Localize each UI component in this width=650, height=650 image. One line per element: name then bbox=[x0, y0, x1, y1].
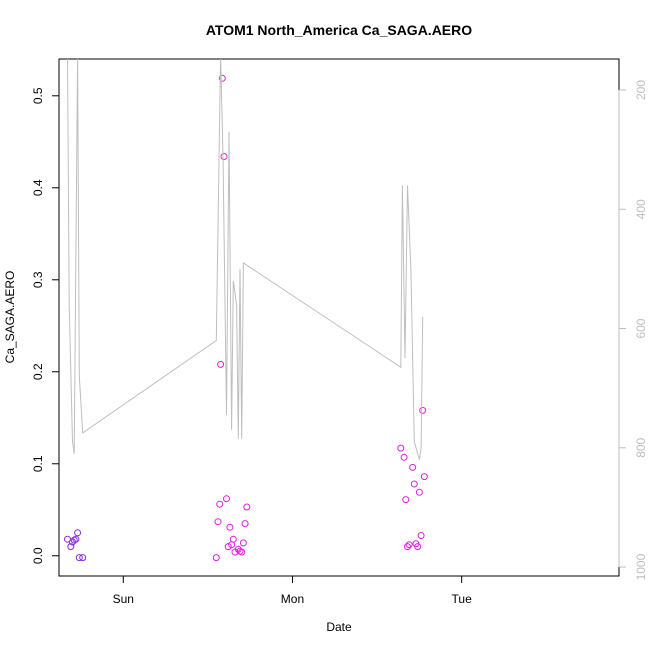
secondary-tick-label: 800 bbox=[634, 437, 648, 457]
data-point bbox=[402, 496, 410, 504]
secondary-tick-label: 1000 bbox=[634, 553, 648, 580]
data-point bbox=[238, 548, 246, 556]
data-point bbox=[417, 532, 425, 539]
data-point bbox=[67, 543, 75, 551]
chart-title: ATOM1 North_America Ca_SAGA.AERO bbox=[206, 22, 472, 38]
y-tick-label: 0.3 bbox=[31, 271, 45, 288]
data-point bbox=[229, 535, 237, 543]
y-tick-label: 0.2 bbox=[31, 363, 45, 380]
y-axis-label: Ca_SAGA.AERO bbox=[3, 271, 17, 364]
data-point bbox=[239, 539, 247, 547]
x-tick-label: Tue bbox=[452, 592, 473, 606]
data-point bbox=[241, 520, 249, 528]
data-point bbox=[72, 535, 80, 543]
data-point bbox=[75, 554, 83, 562]
data-point bbox=[404, 543, 411, 551]
y-tick-label: 0.5 bbox=[31, 87, 45, 104]
x-tick-label: Mon bbox=[281, 592, 304, 606]
data-point bbox=[212, 554, 220, 562]
data-point bbox=[415, 488, 423, 496]
data-point bbox=[74, 529, 82, 537]
data-point bbox=[79, 554, 87, 562]
x-axis: Sun Mon Tue bbox=[113, 575, 473, 606]
y-tick-label: 0.1 bbox=[31, 455, 45, 472]
data-point bbox=[420, 473, 428, 481]
data-point bbox=[224, 543, 232, 551]
data-point bbox=[216, 500, 224, 508]
data-point bbox=[414, 543, 422, 551]
plot-content bbox=[64, 59, 428, 562]
data-point bbox=[400, 453, 408, 461]
data-point bbox=[214, 518, 222, 526]
data-point bbox=[218, 74, 226, 82]
y-axis: 0.0 0.1 0.2 0.3 0.4 0.5 bbox=[31, 87, 60, 564]
data-point bbox=[419, 406, 427, 414]
secondary-tick-label: 200 bbox=[634, 80, 648, 100]
data-point bbox=[217, 360, 225, 368]
data-point bbox=[397, 444, 405, 452]
data-point bbox=[405, 541, 413, 549]
data-point bbox=[410, 480, 418, 488]
secondary-tick-label: 600 bbox=[634, 318, 648, 338]
x-axis-label: Date bbox=[326, 620, 352, 634]
series-line bbox=[67, 59, 424, 460]
data-point bbox=[223, 495, 230, 503]
secondary-y-axis: 200 400 600 800 1000 bbox=[618, 80, 648, 580]
y-tick-label: 0.0 bbox=[31, 547, 45, 564]
plot-frame bbox=[58, 58, 620, 577]
data-point bbox=[409, 463, 417, 471]
data-point bbox=[220, 153, 228, 160]
y-tick-label: 0.4 bbox=[31, 179, 45, 196]
data-point bbox=[243, 503, 251, 511]
x-tick-label: Sun bbox=[113, 592, 134, 606]
data-point bbox=[226, 523, 234, 531]
secondary-tick-label: 400 bbox=[634, 199, 648, 219]
